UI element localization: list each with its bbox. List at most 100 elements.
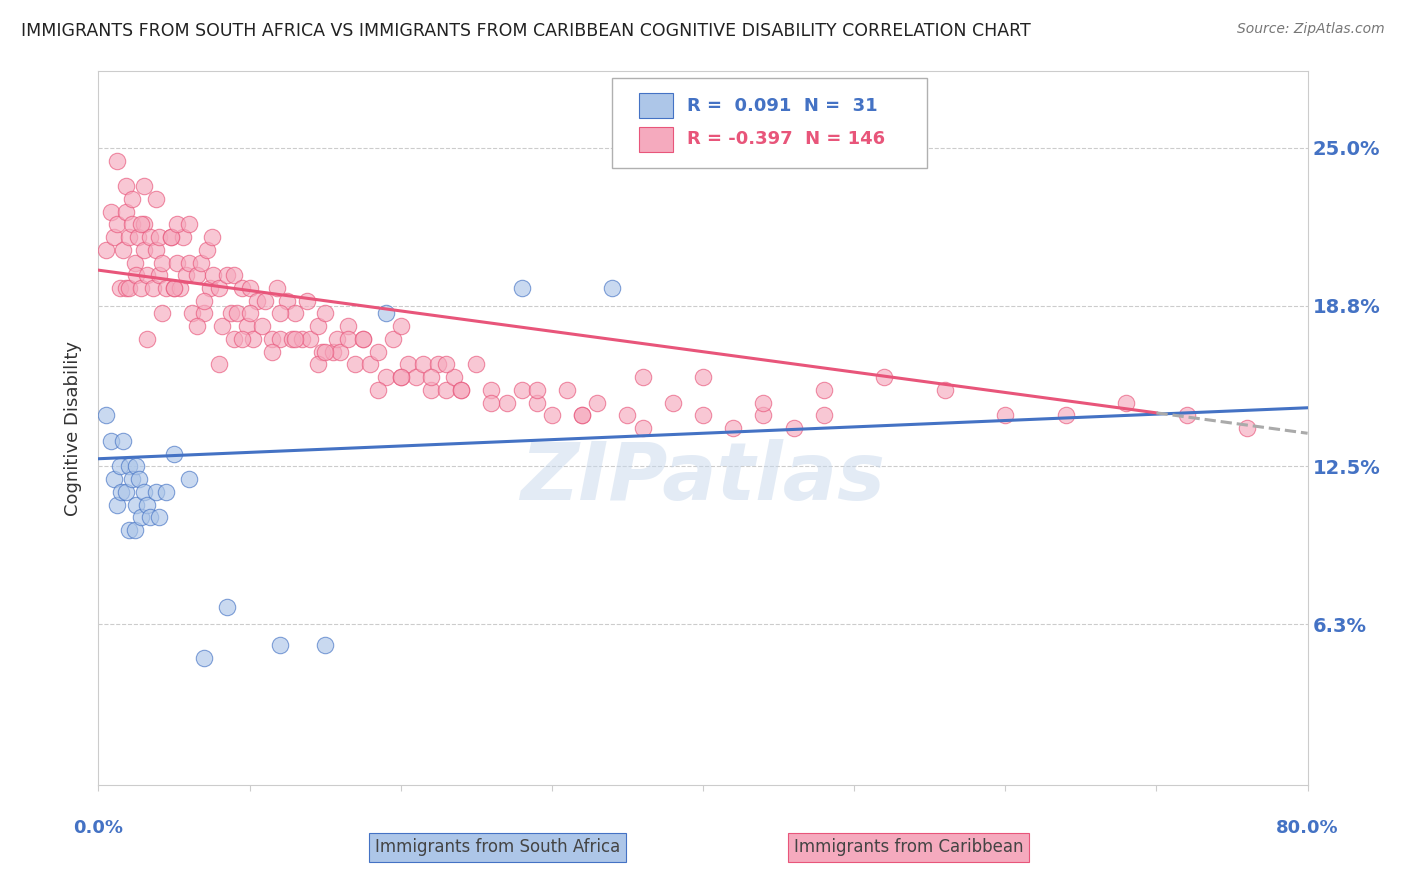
Point [100,204,122,219]
Point [443,370,465,384]
Point [934,383,956,397]
Point [160,230,183,244]
Point [374,306,396,320]
Point [510,383,533,397]
Point [139,510,162,524]
Point [145,484,167,499]
Point [367,383,389,397]
Point [163,447,186,461]
Point [329,344,352,359]
Point [311,344,333,359]
Point [215,599,238,614]
Point [396,358,419,372]
Point [314,344,336,359]
Point [284,306,307,320]
Point [132,217,155,231]
Point [420,370,443,384]
Point [661,395,683,409]
Point [118,459,141,474]
Point [314,638,336,652]
Point [129,510,152,524]
Point [269,638,291,652]
Point [129,217,152,231]
Point [111,243,134,257]
Point [616,409,638,423]
Point [752,409,775,423]
Point [1175,409,1198,423]
Point [127,230,149,244]
Point [103,230,125,244]
Point [201,230,224,244]
Point [103,472,125,486]
Point [752,395,775,409]
Point [571,409,593,423]
Point [118,281,141,295]
Point [389,370,412,384]
Point [132,484,155,499]
Point [118,523,141,537]
Point [481,395,503,409]
Point [215,268,238,283]
Point [124,523,146,537]
Point [783,421,806,435]
Point [307,319,329,334]
Point [105,217,128,231]
Point [326,332,349,346]
Point [420,383,443,397]
Point [631,421,654,435]
Point [150,255,173,269]
Text: ZIPatlas: ZIPatlas [520,439,886,517]
Point [169,281,191,295]
Point [190,255,212,269]
Point [114,281,136,295]
Point [186,319,208,334]
Text: R =  0.091  N =  31: R = 0.091 N = 31 [688,96,877,114]
Point [1236,421,1258,435]
Point [118,230,141,244]
Point [813,383,835,397]
Text: R = -0.397  N = 146: R = -0.397 N = 146 [688,130,886,148]
Point [155,484,177,499]
Point [163,281,186,295]
Point [145,192,167,206]
Point [299,332,322,346]
Point [105,153,128,168]
Point [266,281,288,295]
Point [105,498,128,512]
Point [1115,395,1137,409]
Point [148,230,170,244]
Point [540,409,562,423]
Point [571,409,593,423]
Point [179,217,201,231]
Point [374,370,396,384]
Point [1054,409,1077,423]
Point [125,268,148,283]
Point [132,179,155,194]
Point [221,306,243,320]
Point [121,217,143,231]
Point [128,472,150,486]
Point [195,243,218,257]
Point [94,409,117,423]
Point [224,268,246,283]
Point [994,409,1017,423]
Point [344,358,367,372]
Point [602,281,624,295]
Point [526,395,548,409]
Point [174,268,197,283]
Point [352,332,374,346]
Text: Immigrants from Caribbean: Immigrants from Caribbean [794,838,1024,856]
Point [434,358,457,372]
Point [100,434,122,448]
Point [253,293,276,308]
Point [412,358,434,372]
Point [208,281,231,295]
Text: Source: ZipAtlas.com: Source: ZipAtlas.com [1237,22,1385,37]
Point [181,306,204,320]
Point [193,650,215,665]
Point [281,332,304,346]
Point [202,268,225,283]
Point [389,370,412,384]
Y-axis label: Cognitive Disability: Cognitive Disability [65,341,83,516]
Point [231,281,253,295]
